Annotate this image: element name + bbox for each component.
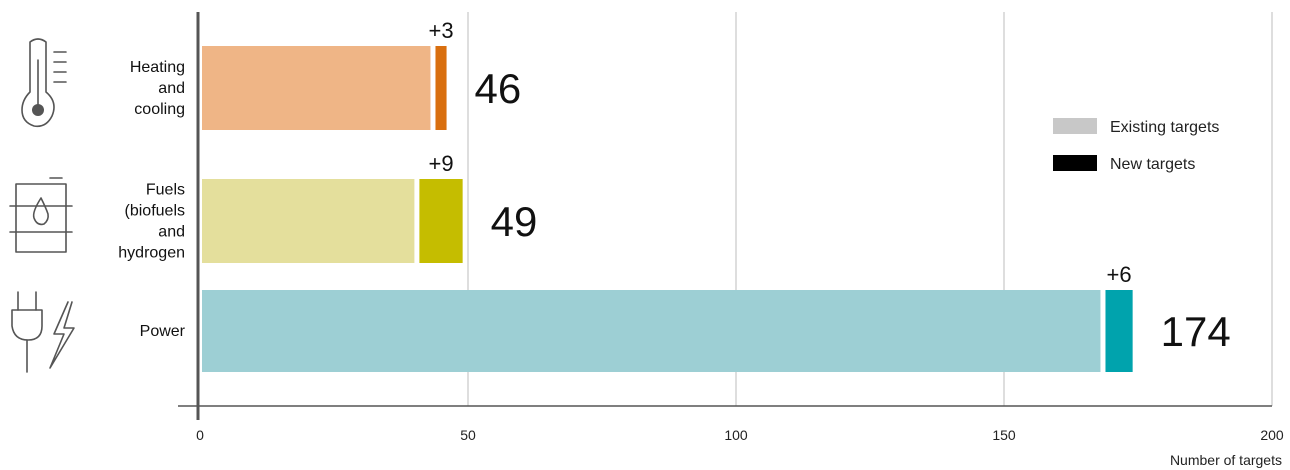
legend: Existing targets New targets [1053, 118, 1219, 173]
bar-existing-targets [202, 290, 1101, 372]
legend-label: Existing targets [1110, 119, 1219, 136]
bar-new-targets [435, 46, 447, 130]
category-label: Power [140, 323, 186, 340]
bar-existing-targets [202, 179, 415, 263]
category-label: Fuels (biofuels and hydrogen [118, 182, 185, 262]
x-tick-label: 50 [460, 427, 476, 443]
category-label: Heating and cooling [130, 59, 185, 118]
additional-targets-label: +9 [428, 151, 453, 176]
bar-new-targets [419, 179, 463, 263]
axes [178, 12, 1272, 420]
legend-swatch [1053, 155, 1097, 171]
additional-targets-label: +3 [428, 18, 453, 43]
total-targets-label: 49 [491, 198, 538, 245]
legend-label: New targets [1110, 156, 1195, 173]
x-tick-label: 100 [724, 427, 748, 443]
power-plug-lightning-icon [11, 291, 75, 373]
total-targets-label: 46 [475, 65, 522, 112]
fuel-barrel-icon [9, 177, 73, 253]
additional-targets-label: +6 [1107, 262, 1132, 287]
x-axis-title: Number of targets [1170, 452, 1282, 468]
bars [202, 46, 1133, 372]
total-targets-label: 174 [1161, 308, 1231, 355]
thermometer-icon [21, 38, 67, 128]
labels: 0 50 100 150 200 Number of targets +3 46 Heating… [118, 18, 1284, 468]
x-tick-label: 0 [196, 427, 204, 443]
bar-existing-targets [202, 46, 431, 130]
legend-swatch [1053, 118, 1097, 134]
x-tick-label: 200 [1260, 427, 1284, 443]
bar-new-targets [1105, 290, 1133, 372]
x-tick-label: 150 [992, 427, 1016, 443]
